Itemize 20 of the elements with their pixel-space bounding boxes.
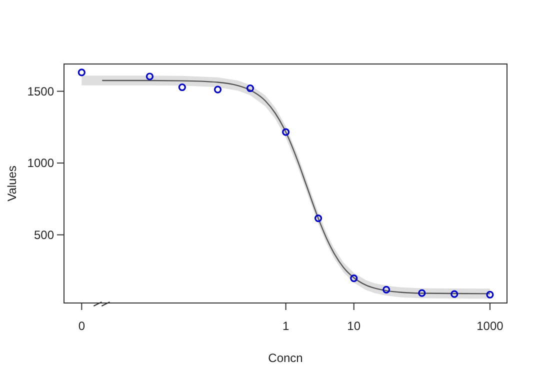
y-tick-label: 1000: [27, 156, 54, 170]
point: [350, 274, 358, 282]
point: [314, 214, 322, 222]
point: [246, 84, 254, 92]
point: [178, 83, 186, 92]
point: [418, 289, 426, 297]
point: [146, 72, 154, 80]
x-tick-label: 10: [347, 319, 361, 333]
y-axis-title: Values: [5, 166, 19, 202]
point: [382, 286, 390, 294]
y-tick-label: 500: [34, 228, 54, 242]
x-tick-label: 1: [282, 319, 290, 333]
x-axis-title: Concn: [268, 351, 303, 365]
x-tick-label: 1000: [476, 319, 504, 333]
point: [486, 290, 494, 298]
x-tick-label: 0: [78, 319, 86, 333]
point: [214, 86, 222, 94]
point: [450, 290, 458, 298]
y-tick-label: 1500: [27, 84, 54, 98]
point: [282, 128, 290, 136]
